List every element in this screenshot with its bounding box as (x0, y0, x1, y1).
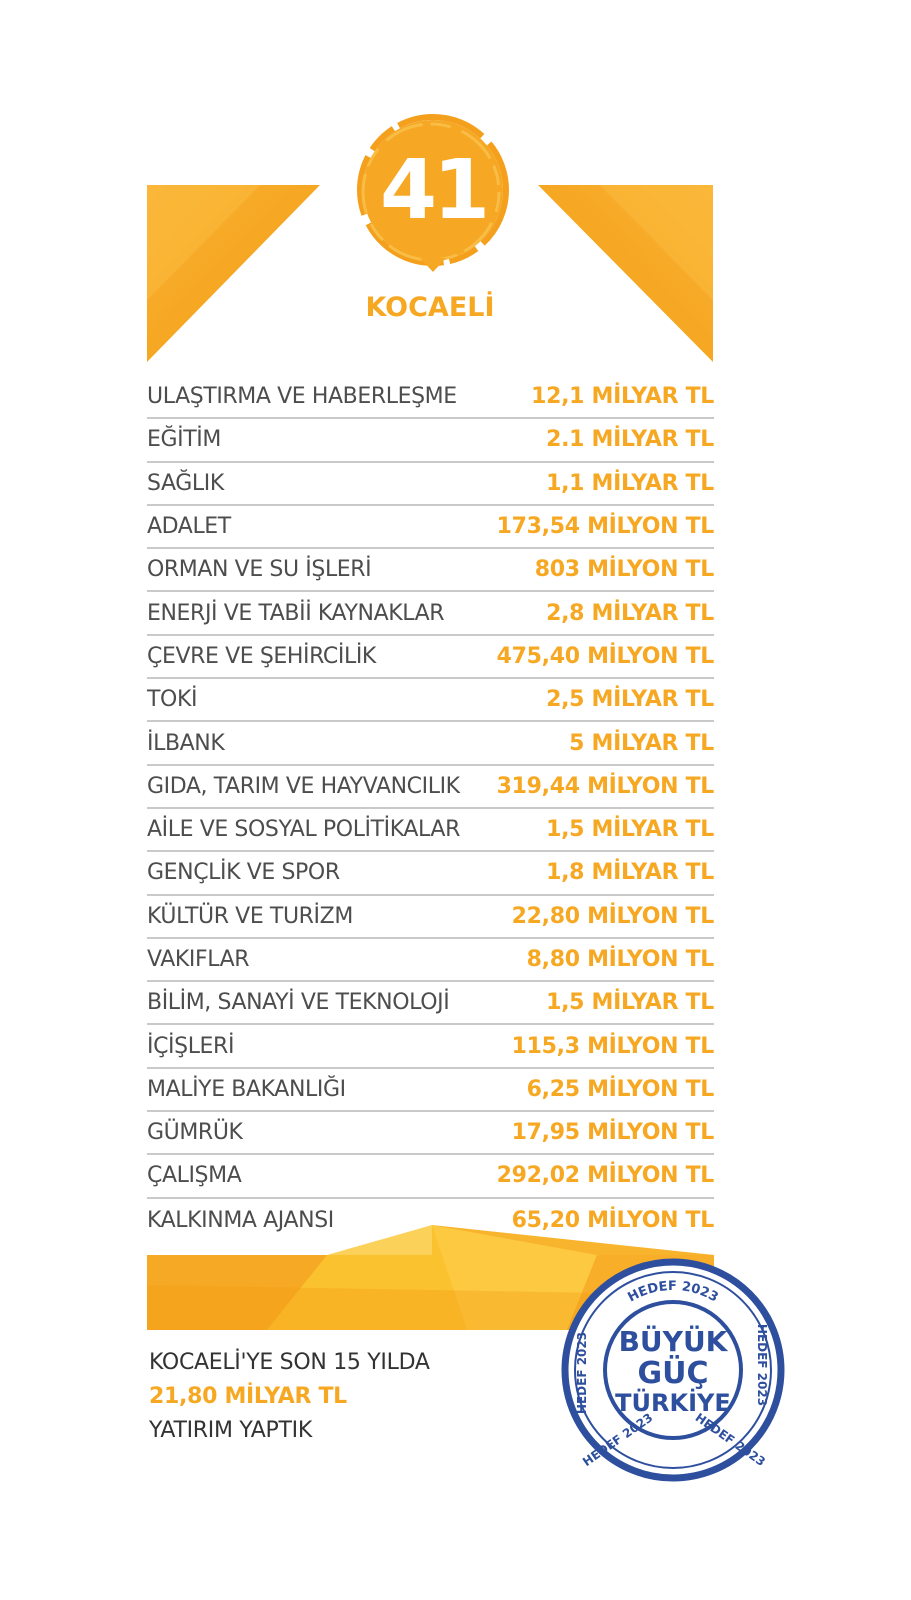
category-label: ÇALIŞMA (147, 1163, 242, 1189)
budget-row: İLBANK 5 MİLYAR TL (147, 722, 714, 766)
budget-row: SAĞLIK 1,1 MİLYAR TL (147, 463, 714, 506)
amount-value: 12,1 MİLYAR TL (531, 384, 714, 410)
category-label: BİLİM, SANAYİ VE TEKNOLOJİ (147, 990, 450, 1016)
amount-value: 65,20 MİLYON TL (511, 1207, 715, 1233)
category-label: AİLE VE SOSYAL POLİTİKALAR (147, 817, 460, 843)
category-label: KALKINMA AJANSI (147, 1207, 334, 1233)
amount-value: 2.1 MİLYAR TL (546, 427, 714, 453)
summary-line-1: KOCAELİ'YE SON 15 YILDA (149, 1350, 430, 1375)
category-label: GENÇLİK VE SPOR (147, 860, 340, 886)
budget-row: KÜLTÜR VE TURİZM 22,80 MİLYON TL (147, 896, 714, 939)
amount-value: 6,25 MİLYON TL (526, 1076, 715, 1102)
budget-row: İÇİŞLERİ 115,3 MİLYON TL (147, 1025, 715, 1069)
stamp-word-3: TÜRKİYE (615, 1387, 731, 1417)
amount-value: 475,40 MİLYON TL (496, 643, 715, 669)
budget-row: VAKIFLAR 8,80 MİLYON TL (147, 939, 715, 983)
category-label: İÇİŞLERİ (147, 1033, 235, 1059)
city-name: KOCAELİ (365, 292, 495, 323)
stamp-seal-icon: HEDEF 2023 HEDEF 2023 HEDEF 2023 HEDEF 2… (561, 1258, 785, 1482)
category-label: TOKİ (147, 687, 198, 713)
amount-value: 17,95 MİLYON TL (511, 1120, 715, 1146)
budget-row: GÜMRÜK 17,95 MİLYON TL (147, 1112, 715, 1156)
category-label: MALİYE BAKANLIĞI (147, 1076, 346, 1102)
category-label: İLBANK (147, 730, 225, 756)
stamp-word-1: BÜYÜK (619, 1324, 729, 1358)
category-label: KÜLTÜR VE TURİZM (147, 903, 353, 929)
plate-circle (357, 114, 509, 272)
budget-row: AİLE VE SOSYAL POLİTİKALAR 1,5 MİLYAR TL (147, 809, 714, 853)
budget-row: GIDA, TARIM VE HAYVANCILIK 319,44 MİLYON … (147, 766, 714, 809)
budget-row: ORMAN VE SU İŞLERİ 803 MİLYON TL (147, 549, 715, 593)
category-label: GÜMRÜK (147, 1120, 243, 1146)
category-label: EĞİTİM (147, 427, 221, 453)
budget-row: KALKINMA AJANSI 65,20 MİLYON TL (147, 1199, 714, 1242)
stamp-ring-left: HEDEF 2023 (575, 1332, 589, 1414)
amount-value: 292,02 MİLYON TL (496, 1163, 715, 1189)
summary-total: 21,80 MİLYAR TL (149, 1384, 347, 1409)
category-label: ÇEVRE VE ŞEHİRCİLİK (147, 643, 376, 669)
category-label: ORMAN VE SU İŞLERİ (147, 557, 372, 583)
amount-value: 1,1 MİLYAR TL (546, 470, 714, 496)
category-label: ULAŞTIRMA VE HABERLEŞME (147, 384, 457, 410)
budget-row: TOKİ 2,5 MİLYAR TL (147, 679, 714, 723)
amount-value: 115,3 MİLYON TL (511, 1033, 715, 1059)
amount-value: 803 MİLYON TL (534, 557, 715, 583)
stamp-word-2: GÜÇ (637, 1354, 708, 1391)
plate-number: 41 (379, 143, 490, 238)
category-label: SAĞLIK (147, 470, 224, 496)
category-label: VAKIFLAR (147, 947, 250, 972)
budget-row: ADALET 173,54 MİLYON TL (147, 506, 715, 550)
summary-line-3: YATIRIM YAPTIK (149, 1418, 312, 1443)
amount-value: 1,5 MİLYAR TL (546, 990, 714, 1016)
amount-value: 2,5 MİLYAR TL (546, 687, 714, 713)
budget-row: ÇALIŞMA 292,02 MİLYON TL (147, 1155, 715, 1199)
budget-row: MALİYE BAKANLIĞI 6,25 MİLYON TL (147, 1069, 715, 1113)
amount-value: 22,80 MİLYON TL (511, 903, 715, 929)
amount-value: 1,5 MİLYAR TL (546, 817, 714, 843)
stamp-ring-right: HEDEF 2023 (755, 1324, 769, 1406)
budget-row: ÇEVRE VE ŞEHİRCİLİK 475,40 MİLYON TL (147, 636, 715, 680)
budget-row: GENÇLİK VE SPOR 1,8 MİLYAR TL (147, 852, 714, 896)
amount-value: 2,8 MİLYAR TL (546, 600, 714, 626)
amount-value: 5 MİLYAR TL (569, 730, 714, 756)
category-label: GIDA, TARIM VE HAYVANCILIK (147, 773, 460, 799)
budget-row: ULAŞTIRMA VE HABERLEŞME 12,1 MİLYAR TL (147, 376, 714, 420)
budget-list: ULAŞTIRMA VE HABERLEŞME 12,1 MİLYAR TL EĞ… (147, 376, 714, 1242)
budget-row: ENERJİ VE TABİİ KAYNAKLAR 2,8 MİLYAR TL (147, 592, 714, 636)
amount-value: 173,54 MİLYON TL (496, 514, 715, 540)
budget-row: BİLİM, SANAYİ VE TEKNOLOJİ 1,5 MİLYAR TL (147, 982, 714, 1026)
amount-value: 8,80 MİLYON TL (526, 947, 715, 972)
amount-value: 319,44 MİLYON TL (496, 773, 715, 799)
header-decoration (147, 114, 713, 362)
category-label: ADALET (147, 514, 231, 540)
budget-row: EĞİTİM 2.1 MİLYAR TL (147, 419, 714, 463)
category-label: ENERJİ VE TABİİ KAYNAKLAR (147, 600, 445, 626)
amount-value: 1,8 MİLYAR TL (546, 860, 714, 886)
